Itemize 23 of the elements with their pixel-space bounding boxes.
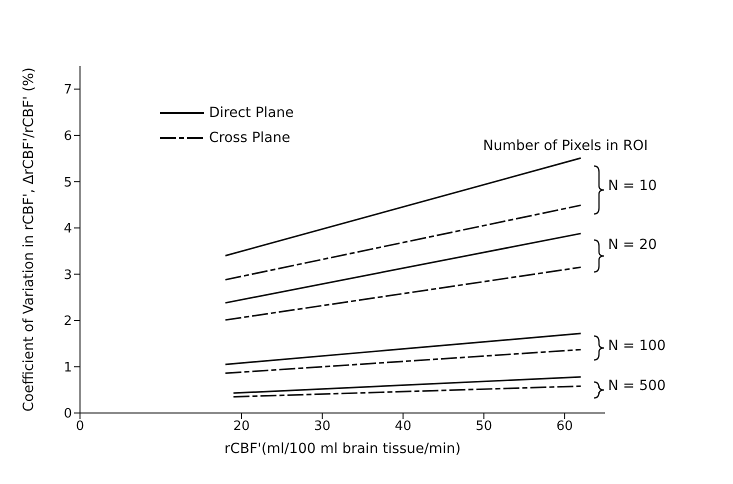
y-tick-label: 1 <box>64 360 72 376</box>
x-axis-title: rCBF'(ml/100 ml brain tissue/min) <box>224 441 461 457</box>
y-tick-label: 0 <box>64 406 72 422</box>
y-tick-label: 5 <box>64 175 72 190</box>
y-tick-label: 7 <box>64 82 72 98</box>
text: N = 500 <box>608 378 666 394</box>
legend-label: Cross Plane <box>209 130 290 146</box>
y-tick-label: 2 <box>64 314 72 330</box>
x-tick-label: 50 <box>476 419 492 434</box>
x-tick-label: 0 <box>76 419 84 434</box>
y-tick-label: 3 <box>64 268 72 283</box>
y-tick-label: 6 <box>64 129 72 144</box>
x-tick-label: 30 <box>314 419 331 434</box>
y-axis-title: Coefficient of Variation in rCBF', ΔrCBF'/rCBF' (%) <box>20 67 37 412</box>
text: N = 100 <box>608 338 666 354</box>
x-tick-label: 60 <box>556 419 573 434</box>
text: N = 20 <box>608 237 657 253</box>
text: N = 10 <box>608 178 657 194</box>
legend-label: Direct Plane <box>209 104 294 120</box>
x-tick-label: 20 <box>233 419 250 434</box>
annotation: Number of Pixels in ROI <box>483 138 648 154</box>
x-tick-label: 40 <box>394 419 412 434</box>
y-tick-label: 4 <box>64 222 72 237</box>
